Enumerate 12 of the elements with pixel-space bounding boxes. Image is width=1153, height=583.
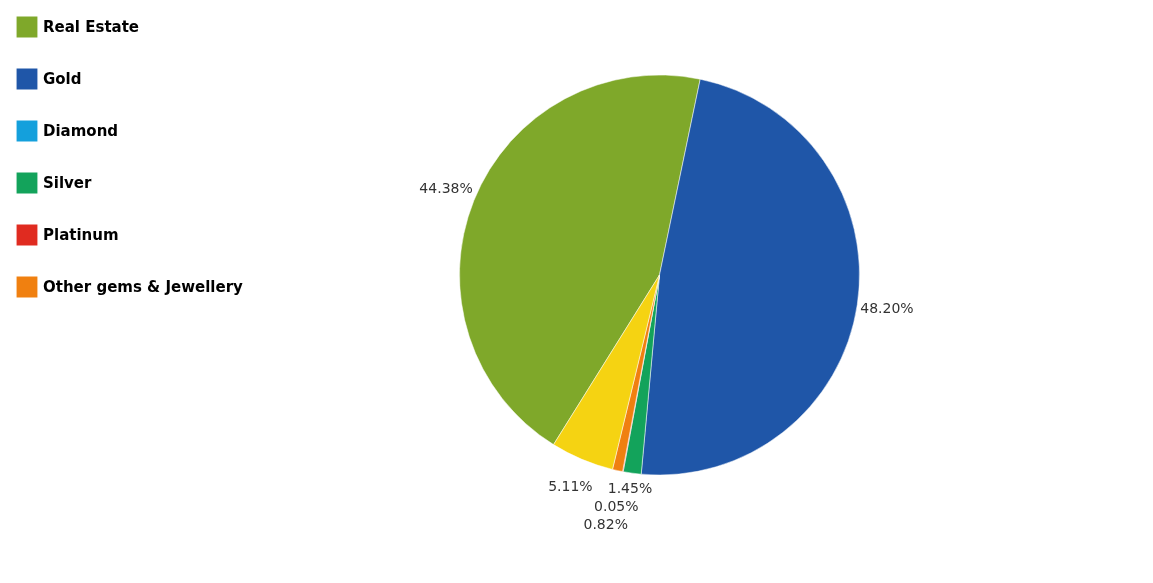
data-label: 44.38% — [419, 180, 473, 197]
data-label: 5.11% — [548, 478, 593, 495]
legend-label: Other gems & Jewellery — [43, 278, 244, 296]
data-label: 0.05% — [594, 498, 639, 514]
data-label: 48.20% — [860, 299, 914, 316]
legend-label: Real Estate — [43, 18, 140, 36]
legend-label: Platinum — [43, 226, 119, 244]
legend-label: Gold — [43, 70, 82, 88]
data-label: 0.82% — [583, 516, 628, 533]
data-label: 1.45% — [607, 479, 653, 496]
legend-label: Silver — [43, 174, 93, 192]
legend-label: Diamond — [43, 122, 119, 140]
